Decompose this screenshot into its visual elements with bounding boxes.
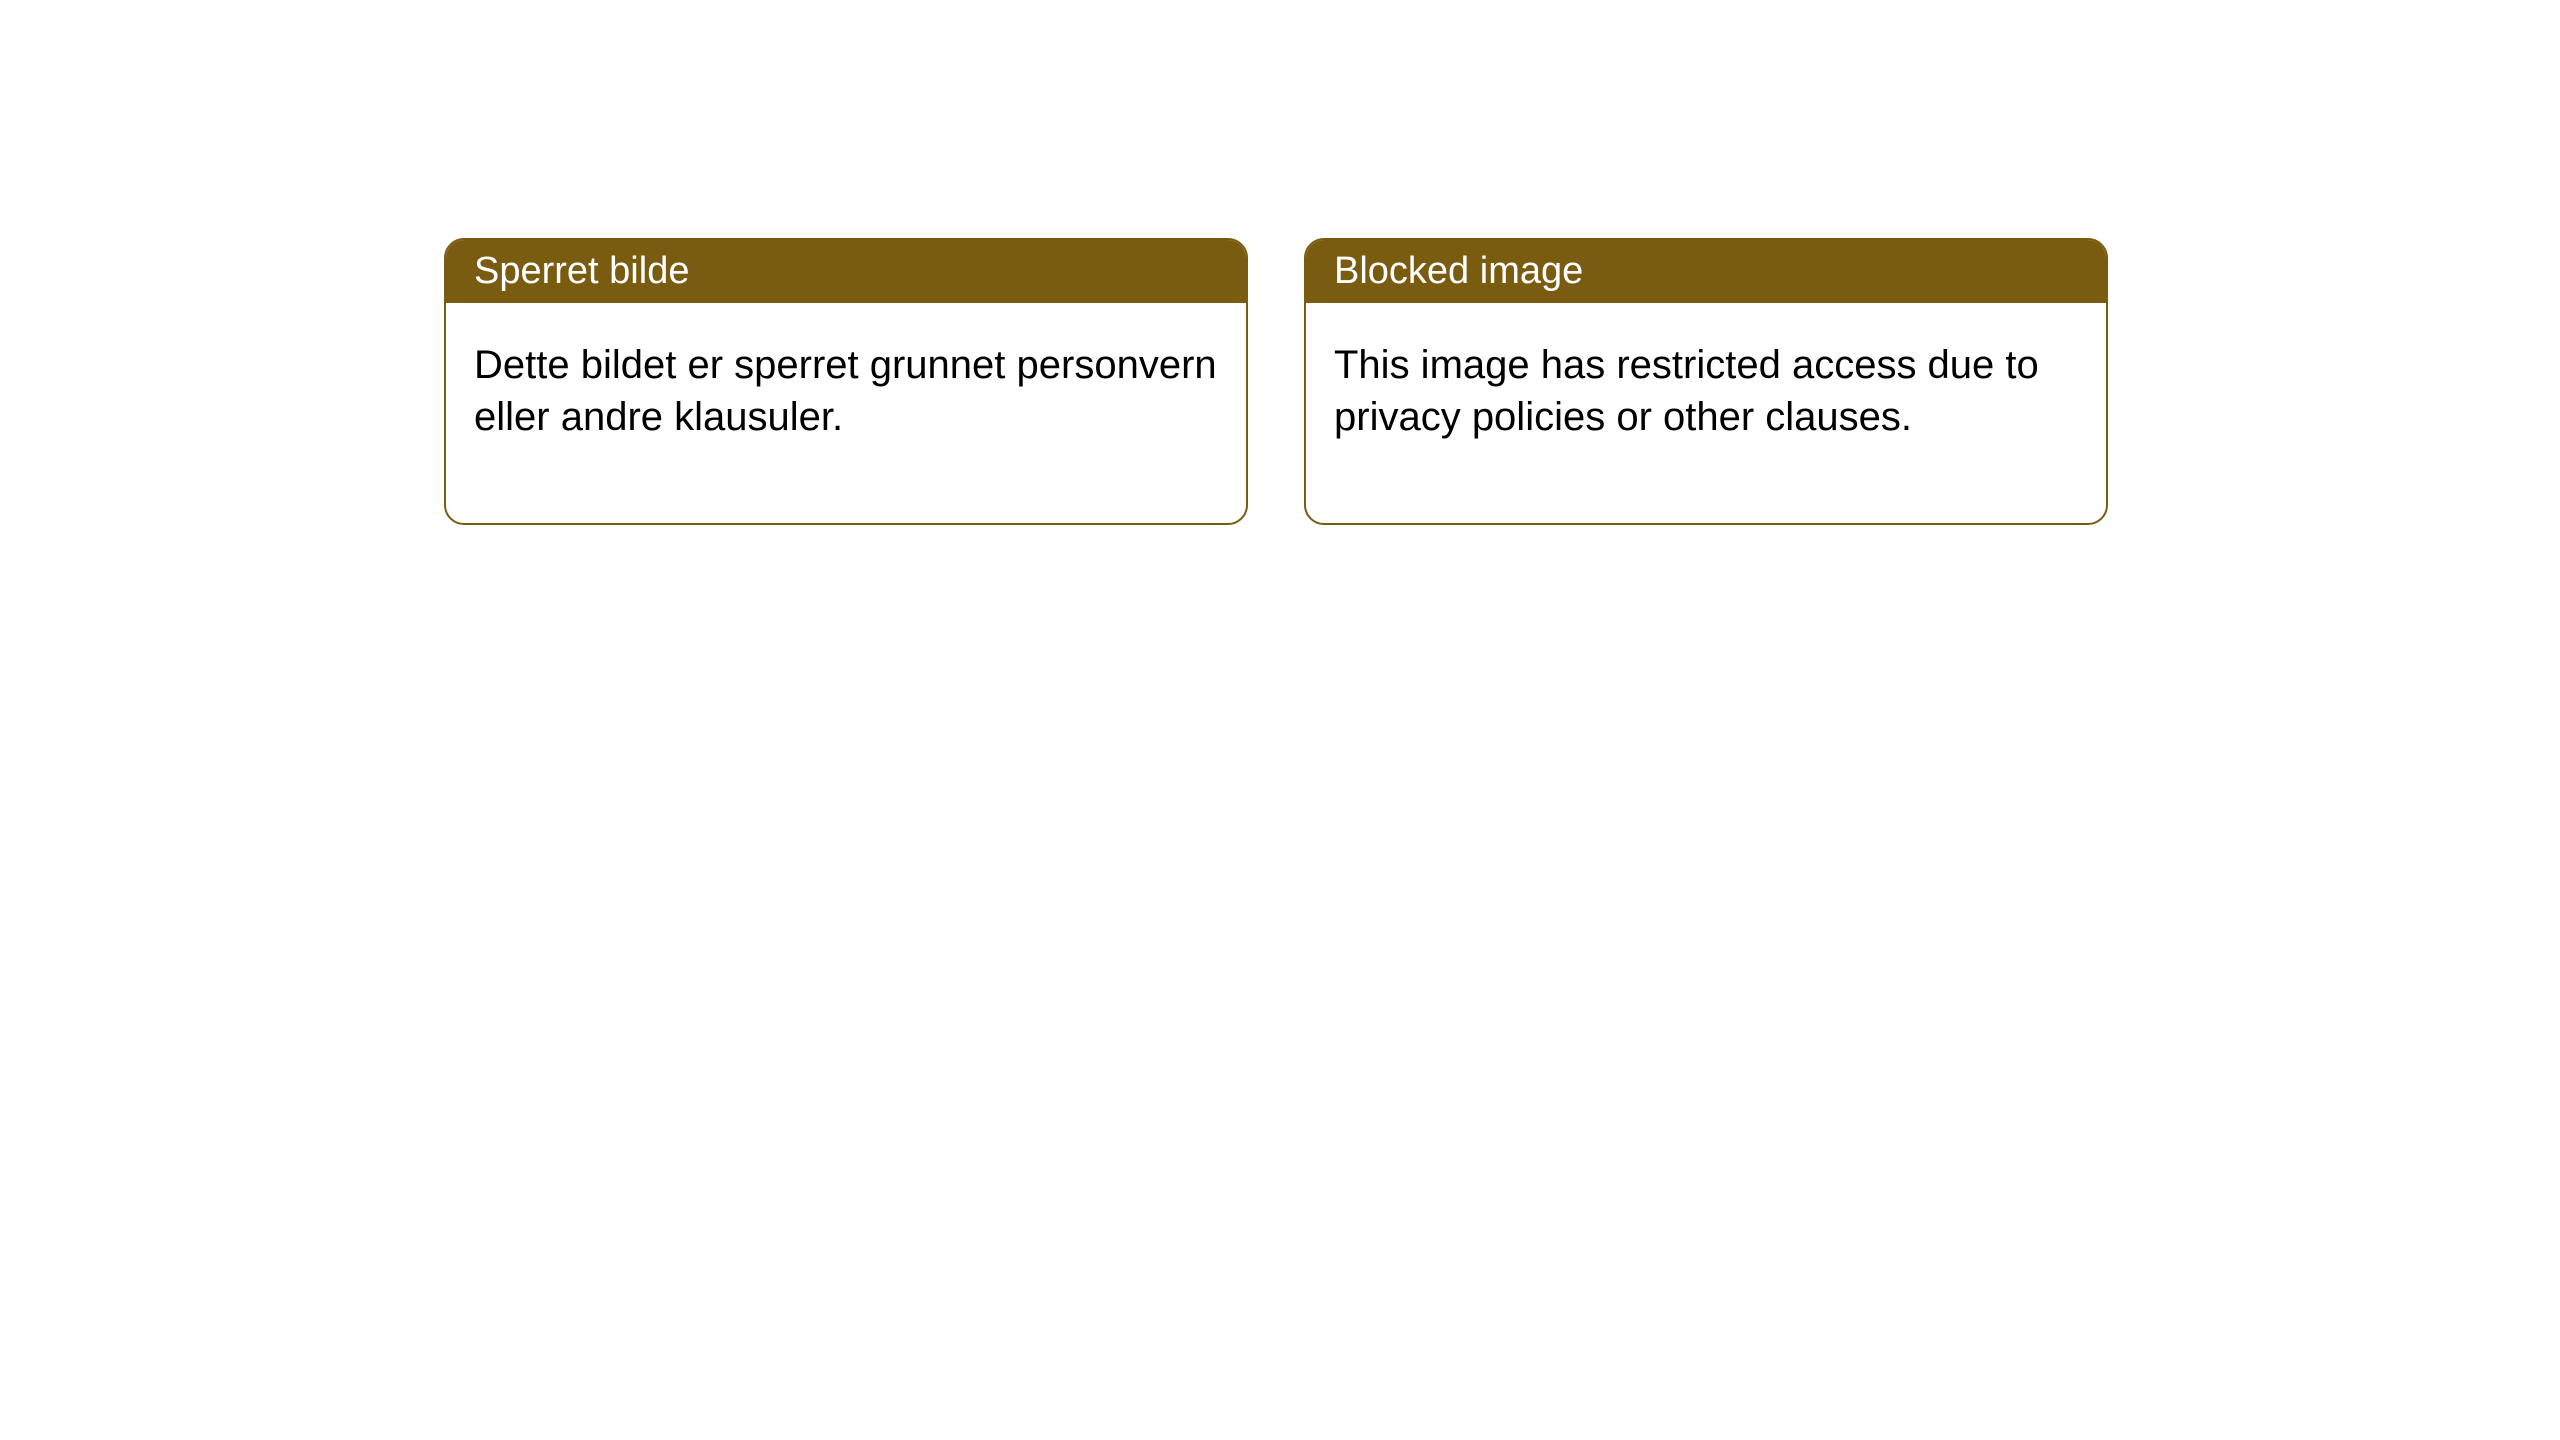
- blocked-image-card-en: Blocked image This image has restricted …: [1304, 238, 2108, 525]
- cards-container: Sperret bilde Dette bildet er sperret gr…: [0, 0, 2560, 525]
- card-body-text: This image has restricted access due to …: [1334, 343, 2039, 439]
- card-body: Dette bildet er sperret grunnet personve…: [446, 303, 1246, 523]
- card-body-text: Dette bildet er sperret grunnet personve…: [474, 343, 1217, 439]
- card-body: This image has restricted access due to …: [1306, 303, 2106, 523]
- card-header: Blocked image: [1306, 240, 2106, 303]
- card-title: Sperret bilde: [474, 250, 689, 292]
- card-title: Blocked image: [1334, 250, 1583, 292]
- blocked-image-card-no: Sperret bilde Dette bildet er sperret gr…: [444, 238, 1248, 525]
- card-header: Sperret bilde: [446, 240, 1246, 303]
